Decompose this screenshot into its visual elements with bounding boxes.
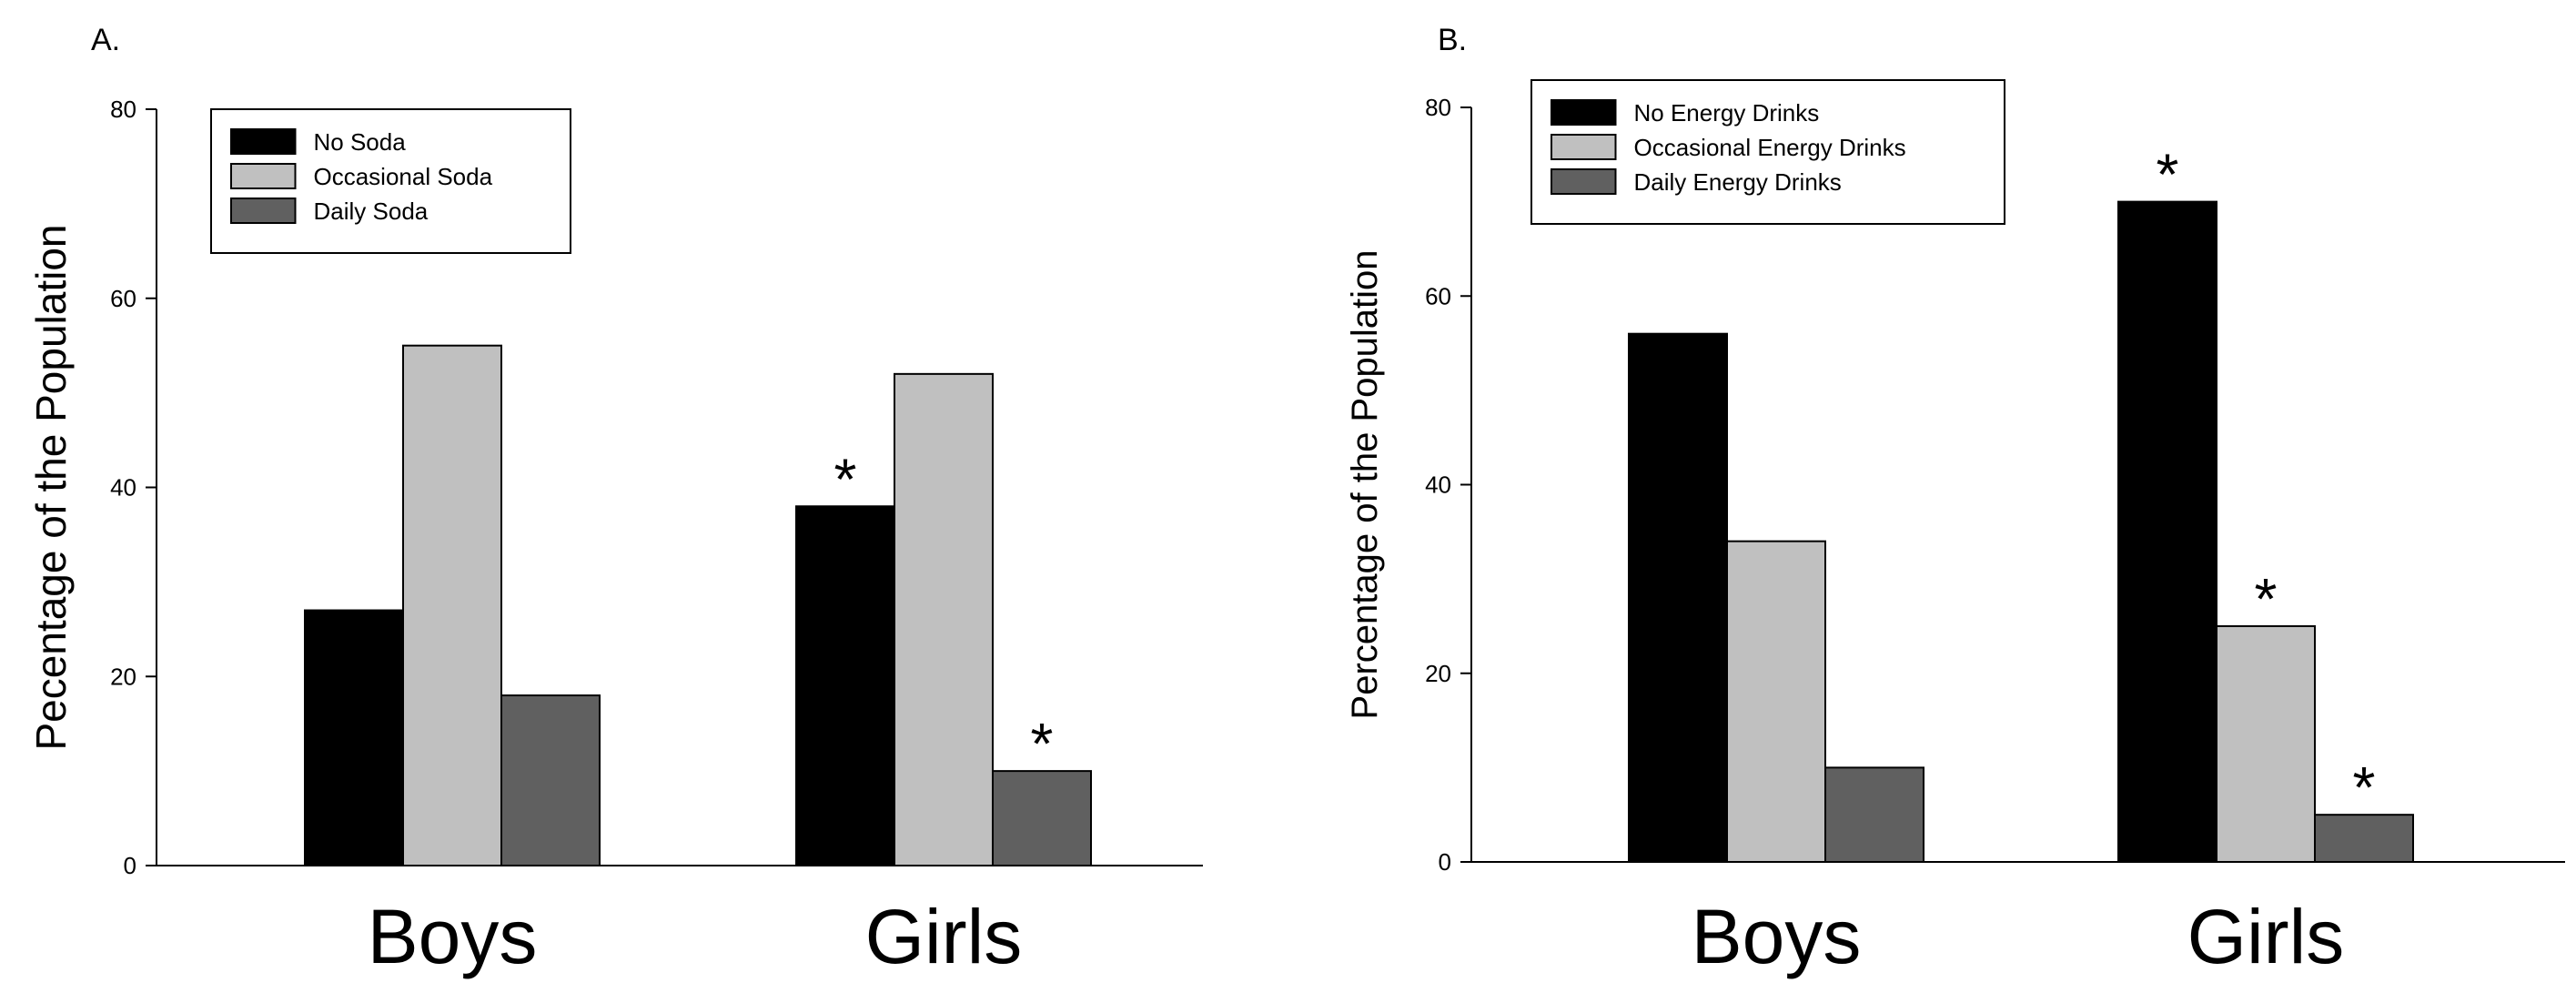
y-axis-label: Percentage of the Population xyxy=(1345,250,1385,720)
legend-swatch xyxy=(230,163,297,189)
legend-swatch xyxy=(1551,134,1617,160)
y-tick-label: 20 xyxy=(1425,660,1451,687)
legend-swatch xyxy=(1551,99,1617,126)
x-category-label: Girls xyxy=(2187,894,2345,979)
y-tick-label: 0 xyxy=(124,852,136,879)
bar xyxy=(894,372,994,867)
bar xyxy=(795,505,895,867)
legend-label: No Soda xyxy=(314,128,407,156)
significance-marker: * xyxy=(2255,566,2278,632)
legend: No Energy Drinks Occasional Energy Drinks… xyxy=(1530,79,2005,225)
x-category-label: Girls xyxy=(865,894,1023,979)
y-tick-label: 80 xyxy=(110,96,136,123)
x-category-label: Boys xyxy=(1692,894,1862,979)
significance-marker: * xyxy=(1031,711,1054,776)
bar xyxy=(304,609,404,866)
y-tick-label: 60 xyxy=(110,285,136,312)
legend-label: No Energy Drinks xyxy=(1634,99,1820,127)
significance-marker: * xyxy=(834,446,857,512)
bar xyxy=(2216,624,2316,863)
panel-label: B. xyxy=(1438,23,1467,57)
legend-label: Occasional Soda xyxy=(314,163,493,190)
bar xyxy=(500,694,601,867)
x-category-label: Boys xyxy=(368,894,538,979)
bar xyxy=(1628,332,1728,863)
legend-swatch xyxy=(230,128,297,155)
panel-label: A. xyxy=(91,23,120,57)
legend-box xyxy=(210,108,571,254)
y-tick-label: 40 xyxy=(110,474,136,502)
y-tick-label: 40 xyxy=(1425,471,1451,499)
legend-label: Daily Soda xyxy=(314,198,429,225)
legend-swatch xyxy=(1551,168,1617,195)
significance-marker: * xyxy=(2157,142,2179,208)
bar xyxy=(992,770,1092,866)
legend-swatch xyxy=(230,198,297,224)
chart-panel-a: A. 0 20 40 60 80 Pecentage of the Population Bo… xyxy=(27,23,1203,979)
bar xyxy=(2117,200,2217,863)
y-tick-label: 60 xyxy=(1425,282,1451,309)
y-tick-label: 80 xyxy=(1425,94,1451,121)
y-axis-label: Pecentage of the Population xyxy=(27,224,75,750)
legend: No Soda Occasional Soda Daily Soda xyxy=(210,108,571,254)
y-tick-label: 0 xyxy=(1439,848,1451,876)
legend-label: Occasional Energy Drinks xyxy=(1634,134,1906,161)
bar xyxy=(1726,540,1826,863)
bar xyxy=(1824,766,1924,863)
chart-panel-b: B. 0 20 40 60 80 Percentage of the Population B… xyxy=(1345,23,2565,979)
bar xyxy=(2314,814,2414,863)
bar xyxy=(402,344,502,866)
y-tick-label: 20 xyxy=(110,663,136,690)
significance-marker: * xyxy=(2353,755,2376,820)
legend-label: Daily Energy Drinks xyxy=(1634,168,1842,196)
